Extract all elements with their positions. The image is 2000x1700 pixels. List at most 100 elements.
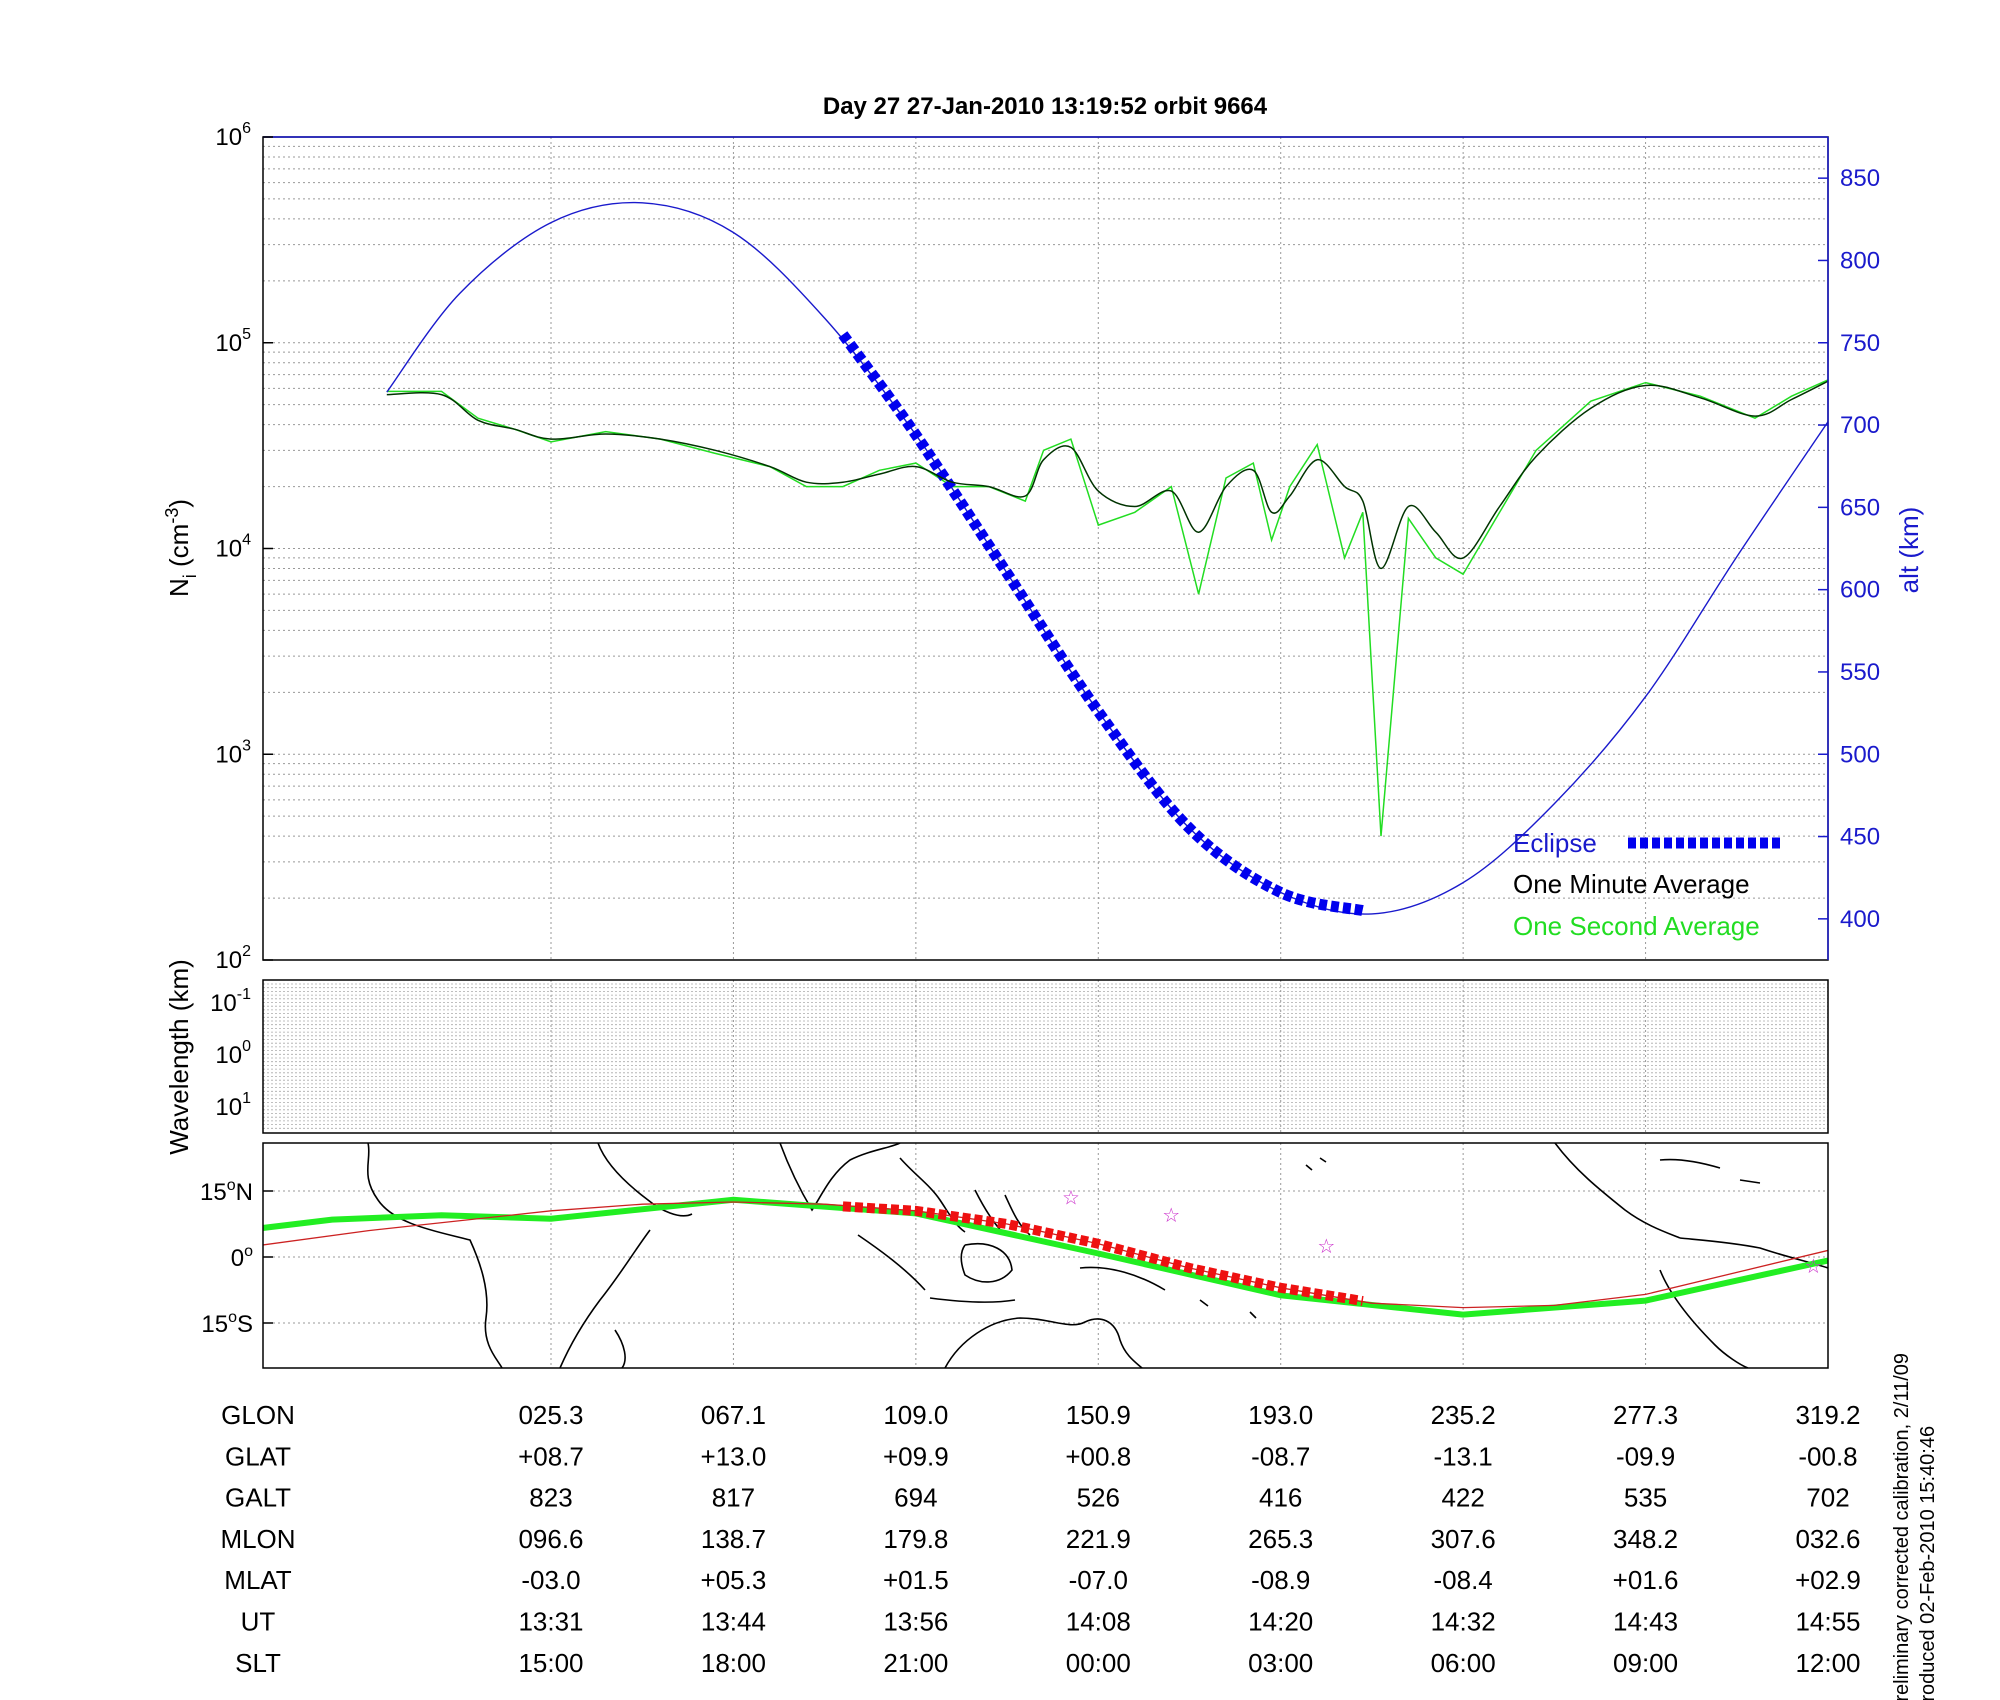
table-cell: 221.9: [1066, 1524, 1131, 1554]
right-tick-label: 600: [1840, 577, 1880, 604]
tick-base: 10: [215, 1094, 242, 1121]
tick-base: 10: [215, 1042, 242, 1069]
caribbean: [1659, 1158, 1761, 1184]
right-tick-label: 800: [1840, 247, 1880, 274]
lat-degree-sign: o: [228, 1309, 237, 1326]
table-row: MLON 096.6 138.7 179.8 221.9 265.3 307.6 348.2 0…: [220, 1524, 1860, 1554]
table-cell: 526: [1077, 1483, 1120, 1513]
table-cell: 00:00: [1066, 1648, 1131, 1678]
left-tick-label: 105: [215, 326, 251, 357]
table-cell: -08.9: [1251, 1565, 1310, 1595]
left-tick-label: 103: [215, 737, 251, 768]
tick-exponent: -1: [237, 986, 251, 1003]
table-cell: 535: [1624, 1483, 1667, 1513]
one-second-line: [386, 379, 1828, 837]
central-america-coast: [1554, 1143, 1681, 1239]
altitude-line: [386, 201, 1828, 915]
tick-base: 10: [210, 990, 237, 1017]
top-vertical-grid: [550, 137, 1647, 960]
station-star-icon: ☆: [1062, 1188, 1080, 1210]
table-cell: 817: [712, 1483, 755, 1513]
table-cell: 13:56: [883, 1607, 948, 1637]
new-guinea: [1079, 1266, 1166, 1291]
table-row: SLT 15:00 18:00 21:00 00:00 03:00 06:00 09:00 12…: [235, 1648, 1860, 1678]
india-coast: [779, 1143, 901, 1212]
table-cell: 416: [1259, 1483, 1302, 1513]
tick-exponent: 1: [242, 1090, 251, 1107]
lat-hemisphere: S: [237, 1311, 253, 1338]
row-label: GLAT: [225, 1441, 291, 1471]
tick-exponent: 6: [242, 120, 251, 137]
legend-minute-label: One Minute Average: [1513, 869, 1750, 899]
table-cell: 03:00: [1248, 1648, 1313, 1678]
left-axis-label-sub: i: [180, 574, 200, 578]
left-axis-label-n: N: [164, 578, 194, 597]
table-cell: +05.3: [701, 1565, 767, 1595]
east-africa-coast: [559, 1229, 651, 1368]
coastlines: [366, 1143, 1828, 1368]
left-axis-label-unit: (cm: [164, 524, 194, 567]
row-label: MLON: [220, 1524, 295, 1554]
table-cell: +01.5: [883, 1565, 949, 1595]
table-cell: -09.9: [1616, 1441, 1675, 1471]
orbit-table: GLON 025.3 067.1 109.0 150.9 193.0 235.2 277.3 3…: [220, 1400, 1860, 1678]
table-row: UT 13:31 13:44 13:56 14:08 14:20 14:32 14:43 14:…: [241, 1607, 1861, 1637]
africa-coast: [366, 1143, 503, 1368]
lat-tick-label: 15oN: [200, 1177, 253, 1206]
row-label: GLON: [221, 1400, 295, 1430]
table-cell: 14:32: [1431, 1607, 1496, 1637]
map-series: ☆ ☆ ☆ ☆: [263, 1188, 1828, 1318]
row-label: GALT: [225, 1483, 291, 1513]
table-cell: -03.0: [521, 1565, 580, 1595]
right-tick-label: 750: [1840, 330, 1880, 357]
lat-deg: 15: [201, 1311, 228, 1338]
tick-exponent: 0: [242, 1038, 251, 1055]
table-cell: 15:00: [518, 1648, 583, 1678]
top-grid: [263, 145, 1828, 899]
table-cell: 265.3: [1248, 1524, 1313, 1554]
table-cell: 13:31: [518, 1607, 583, 1637]
station-star-icon: ☆: [1162, 1205, 1180, 1227]
eclipse-map-track: [842, 1201, 1364, 1306]
wavelength-tick-label: 101: [215, 1090, 251, 1121]
row-label: SLT: [235, 1648, 281, 1678]
left-axis-label: Ni (cm-3): [162, 499, 200, 597]
sumatra: [857, 1234, 926, 1291]
map-frame: [262, 1142, 1829, 1369]
table-cell: 702: [1806, 1483, 1849, 1513]
table-cell: 025.3: [518, 1400, 583, 1430]
legend: Eclipse One Minute Average One Second Av…: [1513, 828, 1780, 941]
lat-hemisphere: N: [236, 1179, 253, 1206]
table-cell: 348.2: [1613, 1524, 1678, 1554]
tick-exponent: 3: [242, 737, 251, 754]
lat-tick-label: 15oS: [201, 1309, 253, 1338]
map-vertical-grid: [263, 1143, 1828, 1368]
lat-degree-sign: o: [227, 1177, 236, 1194]
tick-base: 10: [215, 330, 242, 357]
lat-degree-sign: o: [244, 1243, 253, 1260]
wavelength-axis-label: Wavelength (km): [164, 959, 194, 1155]
table-cell: 179.8: [883, 1524, 948, 1554]
right-tick-label: 650: [1840, 494, 1880, 521]
wavelength-tick-label: 10-1: [210, 986, 251, 1017]
table-cell: +02.9: [1795, 1565, 1861, 1595]
table-cell: 307.6: [1431, 1524, 1496, 1554]
one-minute-line: [386, 380, 1828, 570]
station-star-icon: ☆: [1317, 1236, 1335, 1258]
legend-eclipse-label: Eclipse: [1513, 828, 1597, 858]
tick-base: 10: [215, 536, 242, 563]
table-cell: 12:00: [1795, 1648, 1860, 1678]
table-cell: +09.9: [883, 1441, 949, 1471]
table-cell: -07.0: [1069, 1565, 1128, 1595]
wavelength-tick-label: 100: [215, 1038, 251, 1069]
right-altitude-ticks: 850 800 750 700 650 600 550 500 450 400: [1818, 165, 1880, 933]
table-cell: -00.8: [1798, 1441, 1857, 1471]
right-axis-label: alt (km): [1894, 507, 1924, 594]
lat-deg: 0: [231, 1245, 244, 1272]
madagascar: [614, 1329, 626, 1368]
plot-title: Day 27 27-Jan-2010 13:19:52 orbit 9664: [823, 93, 1268, 120]
